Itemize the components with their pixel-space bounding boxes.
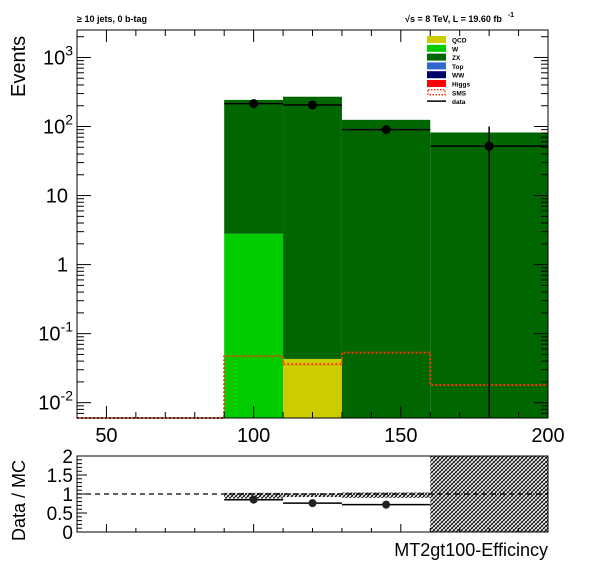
plot-title-right: √s = 8 TeV, L = 19.60 fb -1 [405,12,514,24]
legend-label-zx: ZX [452,55,461,62]
data-point-2 [381,125,391,135]
legend-label-qcd: QCD [452,38,467,45]
legend-swatch-w [427,44,446,52]
data-point-0 [249,99,259,109]
legend-swatch-top [427,62,446,70]
legend-swatch-qcd [427,36,446,43]
ratio-point-1 [308,499,317,508]
legend-swatch-ww [427,71,446,79]
x-tick-label-50: 50 [95,425,117,447]
bar-zx-bin-3 [341,119,431,418]
ratio-y-tick-label-1: 0.5 [47,504,73,525]
legend-label-top: Top [452,64,463,71]
lumi-exponent: -1 [508,12,514,19]
data-point-3 [484,141,494,151]
y-tick-label-0: 103 [43,42,73,69]
y-tick-label-1: 102 [43,112,73,139]
x-tick-label-100: 100 [237,425,270,447]
sqrt-s-label: √s [405,14,415,24]
legend-label-higgs: Higgs [452,82,470,89]
legend-swatch-sms [427,89,446,96]
ratio-y-tick-label-2: 1 [62,485,73,506]
ratio-uncertainty-band-2 [341,492,431,498]
bar-w-bin-1 [224,233,284,418]
ratio-y-tick-label-0: 0 [62,523,73,544]
x-axis-label: MT2gt100-Efficincy [394,540,548,560]
legend-label-w: W [452,46,459,53]
plot-title-left: ≥ 10 jets, 0 b-tag [77,14,147,24]
y-tick-label-4: 10-1 [38,319,73,346]
legend-label-sms: SMS [452,90,467,97]
y-axis-label-events: Events [8,36,30,97]
x-tick-label-150: 150 [384,425,417,447]
ratio-uncertainty-band-1 [283,493,342,498]
legend-label-ww: WW [452,73,465,80]
ratio-point-2 [382,500,391,509]
y-tick-label-5: 10-2 [38,388,73,415]
bar-zx-bin-2 [283,96,342,359]
legend-swatch-zx [427,53,446,61]
sms-histogram-line [77,351,548,419]
x-tick-label-200: 200 [531,425,564,447]
y-tick-label-2: 10 [46,186,68,208]
ratio-plot-panel: 00.511.52 [47,447,549,544]
ratio-point-0 [249,495,258,504]
y-axis-label-ratio: Data / MC [9,460,29,541]
data-point-1 [308,100,317,110]
bar-zx-bin-1 [224,99,284,234]
ratio-y-tick-label-3: 1.5 [47,466,73,487]
y-tick-label-3: 1 [57,255,68,277]
ratio-y-tick-label-4: 2 [62,447,73,468]
energy-lumi-label: = 8 TeV, L = 19.60 fb [415,14,502,24]
bar-qcd-bin-2 [283,358,342,418]
legend-swatch-higgs [427,80,446,87]
legend-label-data: data [452,99,466,106]
